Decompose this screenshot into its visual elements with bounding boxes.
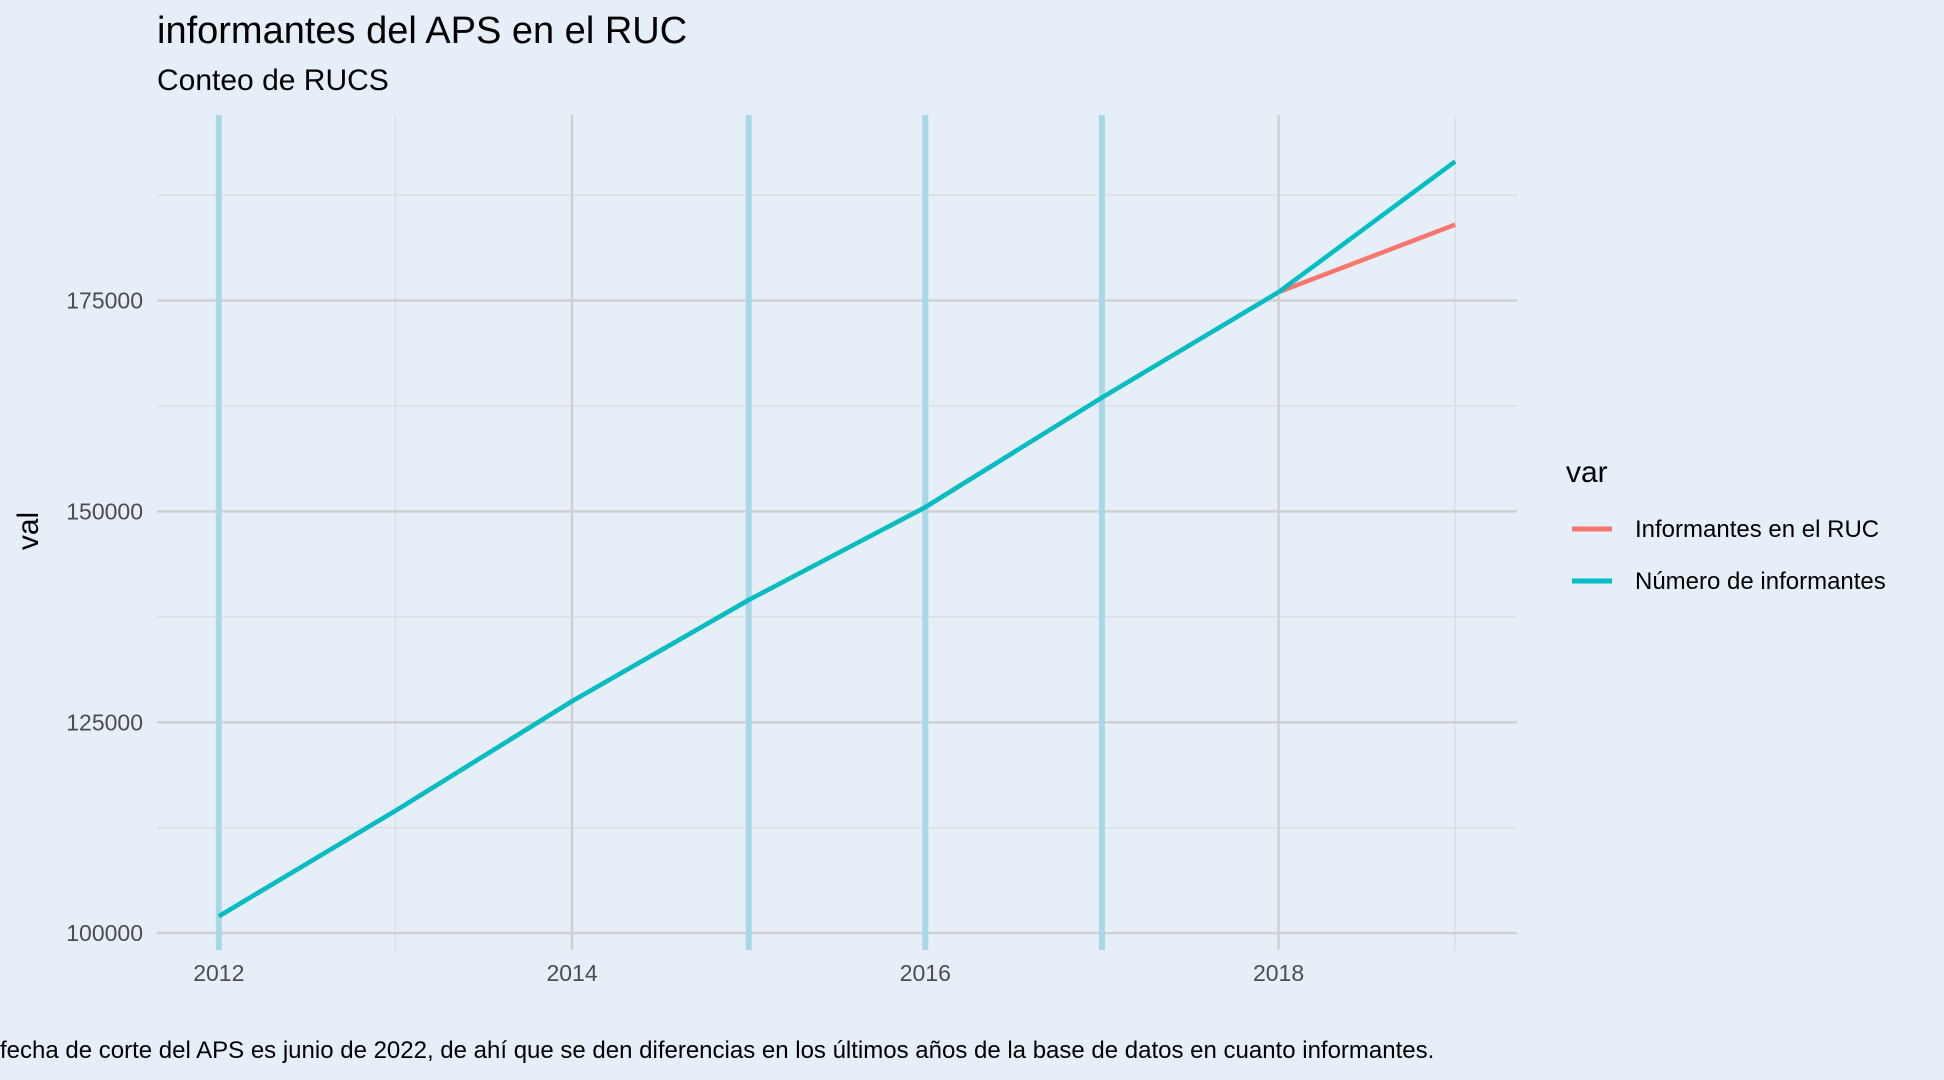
legend-label: Informantes en el RUC <box>1635 516 1879 543</box>
legend-title: var <box>1566 456 1608 489</box>
y-axis-title: val <box>12 512 45 550</box>
chart-subtitle: Conteo de RUCS <box>157 64 389 97</box>
legend: Informantes en el RUC Número de informant… <box>1572 516 1886 595</box>
chart-caption: fecha de corte del APS es junio de 2022,… <box>0 1037 1434 1064</box>
x-tick-label: 2012 <box>193 960 244 986</box>
x-tick-label: 2016 <box>900 960 951 986</box>
chart-title: informantes del APS en el RUC <box>157 10 687 52</box>
y-tick-label: 150000 <box>66 498 143 524</box>
x-tick-label: 2014 <box>546 960 597 986</box>
series-line-0 <box>217 222 1457 919</box>
series-lines <box>217 159 1457 919</box>
y-tick-label: 125000 <box>66 709 143 735</box>
reference-lines <box>215 115 1105 950</box>
x-tick-label: 2018 <box>1253 960 1304 986</box>
y-tick-label: 100000 <box>66 920 143 946</box>
legend-label: Número de informantes <box>1635 568 1886 595</box>
grid <box>157 115 1517 950</box>
y-tick-label: 175000 <box>66 288 143 314</box>
series-line-1 <box>217 159 1457 919</box>
y-axis-ticks: 100000 125000 150000 175000 <box>66 288 143 947</box>
x-axis-ticks: 2012 2014 2016 2018 <box>193 960 1304 986</box>
